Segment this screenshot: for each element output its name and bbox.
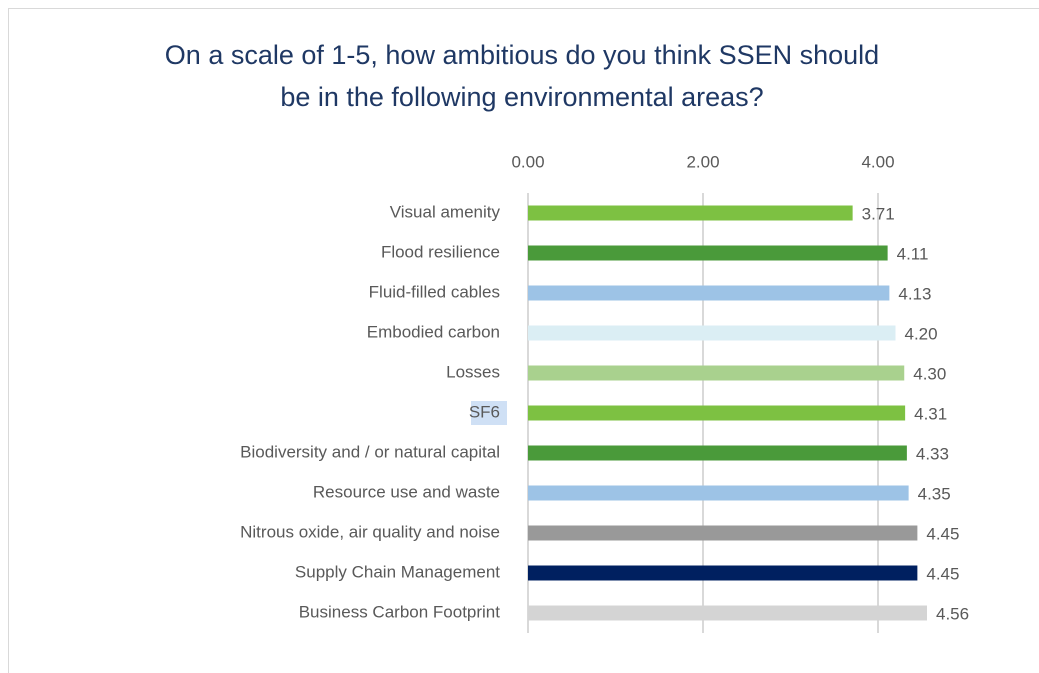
bar — [528, 525, 918, 541]
value-label: 4.11 — [897, 244, 929, 263]
value-label: 4.30 — [913, 364, 946, 383]
x-tick-label: 0.00 — [511, 152, 544, 171]
bar — [528, 445, 907, 461]
bar — [528, 565, 918, 581]
value-label: 4.45 — [926, 564, 959, 583]
y-tick-label: Flood resilience — [381, 242, 500, 261]
y-tick-label: Visual amenity — [390, 202, 501, 221]
value-label: 4.31 — [914, 404, 947, 423]
y-tick-label: Business Carbon Footprint — [299, 602, 501, 621]
value-label: 4.33 — [916, 444, 949, 463]
value-label: 3.71 — [862, 204, 895, 223]
value-label: 4.45 — [926, 524, 959, 543]
y-tick-label: Nitrous oxide, air quality and noise — [240, 522, 500, 541]
bar — [528, 605, 927, 621]
bar — [528, 325, 896, 341]
y-tick-label: Supply Chain Management — [295, 562, 500, 581]
chart-title: On a scale of 1-5, how ambitious do you … — [164, 40, 880, 112]
x-tick-label: 2.00 — [686, 152, 719, 171]
x-tick-label: 4.00 — [861, 152, 894, 171]
bar — [528, 245, 888, 261]
y-tick-label: Biodiversity and / or natural capital — [240, 442, 500, 461]
bar — [528, 365, 905, 381]
bar — [528, 485, 909, 501]
bar — [528, 285, 890, 301]
selection-highlight — [471, 401, 507, 425]
value-label: 4.56 — [936, 604, 969, 623]
value-label: 4.13 — [898, 284, 931, 303]
value-label: 4.20 — [905, 324, 938, 343]
value-label: 4.35 — [918, 484, 951, 503]
y-tick-label: Losses — [446, 362, 500, 381]
bar — [528, 405, 906, 421]
y-tick-label: Resource use and waste — [313, 482, 500, 501]
y-tick-label: Embodied carbon — [367, 322, 500, 341]
chart-frame — [8, 8, 1039, 673]
bar — [528, 205, 853, 221]
y-tick-label: Fluid-filled cables — [369, 282, 500, 301]
y-tick-label: SF6 — [469, 402, 500, 421]
